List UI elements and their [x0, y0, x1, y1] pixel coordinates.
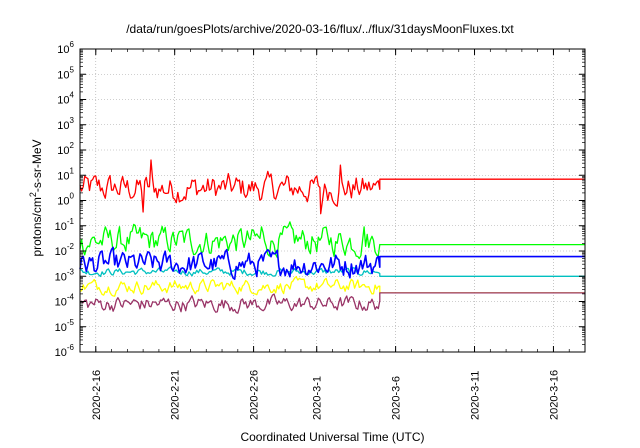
series-line-2: [79, 221, 585, 260]
x-tick-label: 2020-3-11: [470, 371, 482, 420]
series-line-4: [79, 246, 585, 280]
y-axis-label-rest: -s-sr-MeV: [30, 139, 44, 193]
x-tick-label: 2020-3-16: [548, 370, 560, 420]
y-axis-label: protons/cm2-s-sr-MeV: [28, 118, 44, 278]
x-tick-label: 2020-2-26: [249, 370, 261, 420]
y-axis-label-main: protons/cm: [30, 197, 44, 257]
y-tick-label: 10-2: [55, 242, 75, 258]
y-tick-label: 10-5: [55, 318, 75, 334]
y-tick-label: 103: [57, 116, 74, 132]
y-tick-label: 10-4: [55, 293, 75, 309]
y-tick-label: 10-1: [55, 217, 75, 233]
series-layer: [79, 159, 585, 314]
y-tick-label: 104: [57, 91, 74, 107]
series-line-5: [79, 276, 585, 297]
y-tick-label: 10-6: [55, 343, 75, 359]
x-tick-label: 2020-2-21: [170, 370, 182, 420]
y-tick-label: 105: [57, 65, 74, 81]
series-line-6: [79, 292, 585, 314]
y-axis-label-sup: 2: [28, 192, 38, 198]
x-tick-label: 2020-3-6: [391, 376, 403, 420]
x-axis-label: Coordinated Universal Time (UTC): [240, 430, 425, 444]
y-tick-label: 100: [57, 192, 74, 208]
y-tick-label: 101: [57, 166, 74, 182]
chart-title: /data/run/goesPlots/archive/2020-03-16/f…: [126, 22, 514, 36]
series-line-1: [79, 159, 585, 215]
x-tick-label: 2020-3-1: [312, 376, 324, 420]
y-tick-label: 102: [57, 141, 74, 157]
y-tick-label: 106: [57, 40, 74, 56]
axis-ticks: 106 105 104 103 102 101 100 10-1 10-2 10-3 10-4 10-…: [55, 40, 586, 420]
x-tick-label: 2020-2-16: [91, 370, 103, 420]
y-tick-label: 10-3: [55, 267, 75, 283]
